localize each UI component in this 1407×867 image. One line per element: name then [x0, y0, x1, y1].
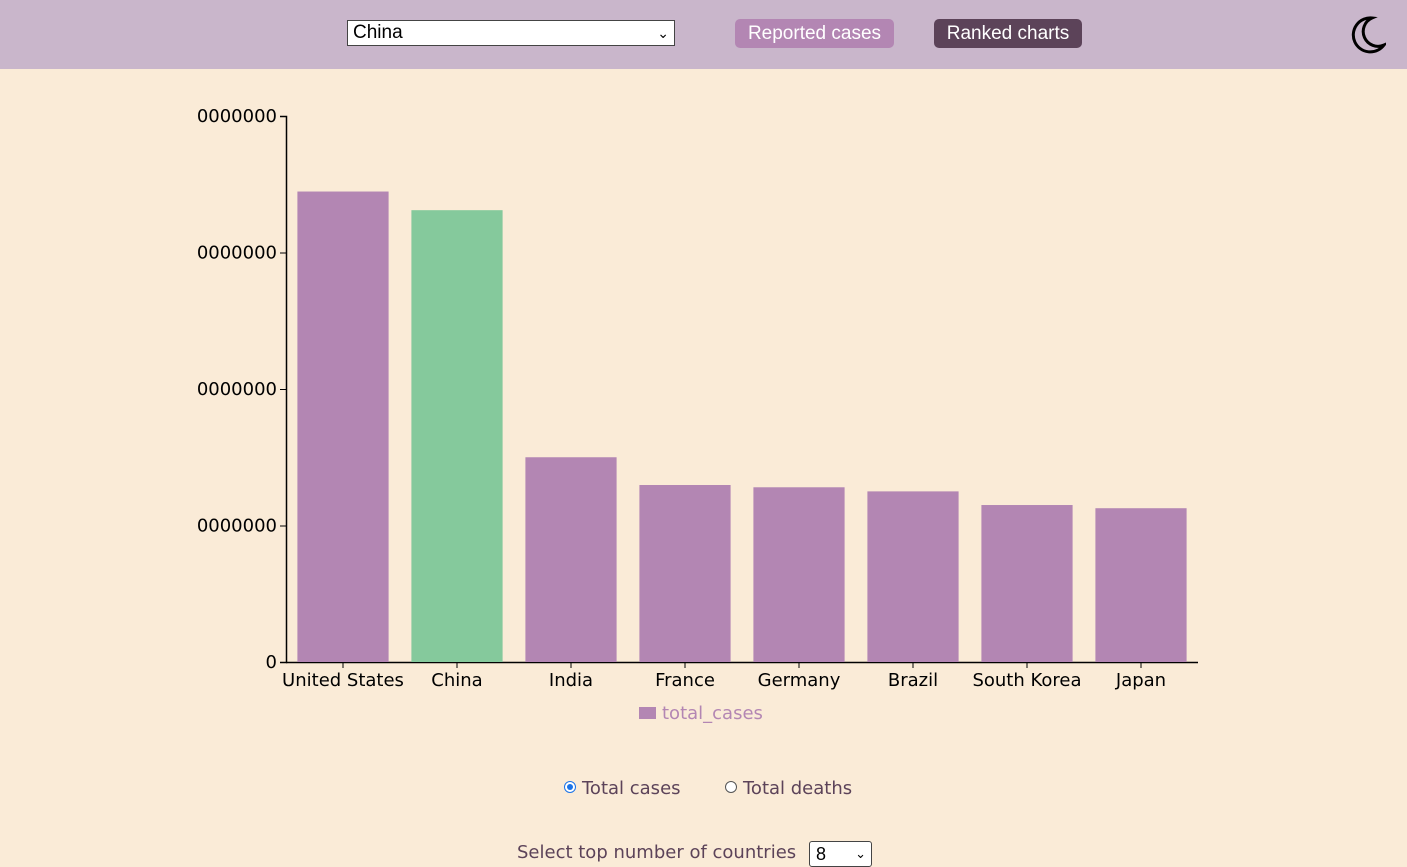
total-deaths-label: Total deaths: [743, 778, 853, 799]
y-axis-tick-label: 0: [266, 652, 277, 673]
chevron-down-icon: ⌄: [855, 846, 866, 861]
y-axis-tick-label: 0000000: [197, 379, 277, 400]
chevron-down-icon: ⌄: [657, 25, 669, 41]
total-cases-label: Total cases: [582, 778, 681, 799]
x-axis-tick-label: United States: [282, 670, 404, 691]
radio-unchecked-icon[interactable]: [725, 781, 737, 793]
metric-radio-group: Total cases Total deaths: [0, 777, 1407, 803]
y-axis-tick-label: 0000000: [197, 516, 277, 537]
bar-brazil: [867, 491, 959, 662]
moon-icon[interactable]: [1346, 14, 1386, 54]
y-axis-tick-label: 0000000: [197, 243, 277, 264]
country-select-value: China: [353, 22, 403, 43]
bar-germany: [753, 487, 845, 662]
bar-france: [639, 485, 731, 662]
x-axis-tick-label: Germany: [758, 670, 841, 691]
x-axis-tick-label: Brazil: [888, 670, 938, 691]
bar-united-states: [297, 191, 389, 662]
top-n-select[interactable]: 8 ⌄: [809, 841, 872, 867]
legend-swatch: [639, 707, 656, 719]
bar-india: [525, 457, 617, 662]
legend-label: total_cases: [662, 703, 763, 724]
bar-south-korea: [981, 505, 1073, 662]
chart-area: 0 0000000 0000000 0000000 0000000 United Stat…: [0, 69, 1407, 769]
reported-cases-button[interactable]: Reported cases: [735, 19, 894, 48]
bar-japan: [1095, 508, 1187, 662]
bar-china: [411, 210, 503, 662]
y-axis-tick-label: 0000000: [197, 106, 277, 127]
x-axis-tick-label: France: [655, 670, 715, 691]
total-deaths-radio[interactable]: Total deaths: [725, 777, 852, 801]
x-axis-tick-label: Japan: [1115, 670, 1166, 691]
radio-checked-icon[interactable]: [564, 781, 576, 793]
total-cases-radio[interactable]: Total cases: [564, 777, 681, 801]
country-select[interactable]: China ⌄: [347, 20, 675, 46]
x-axis-tick-label: India: [549, 670, 593, 691]
ranked-charts-button[interactable]: Ranked charts: [934, 19, 1082, 48]
x-axis-tick-label: South Korea: [972, 670, 1081, 691]
top-n-label: Select top number of countries: [517, 842, 797, 863]
legend: total_cases: [639, 703, 763, 727]
x-axis-tick-label: China: [431, 670, 482, 691]
top-n-value: 8: [816, 844, 827, 864]
top-navigation-bar: China ⌄ Reported cases Ranked charts: [0, 0, 1407, 69]
